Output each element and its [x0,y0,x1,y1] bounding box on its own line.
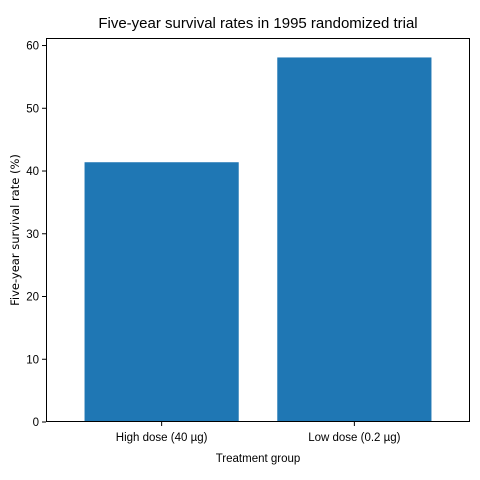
y-tick-label-0: 0 [33,417,39,429]
bars-group [84,57,432,422]
x-tick-label-0: High dose (40 µg) [116,432,208,444]
y-tick-label-4: 40 [26,166,39,178]
y-tick-label-5: 50 [26,103,39,115]
x-axis-label: Treatment group [216,453,301,465]
y-tick-label-1: 10 [26,354,39,366]
bar-1 [277,57,432,422]
x-axis: High dose (40 µg) Low dose (0.2 µg) [116,422,401,444]
plot-frame [46,38,470,422]
y-axis-label: Five-year survival rate (%) [8,154,22,306]
y-tick-label-6: 60 [26,41,39,53]
y-axis: 0 10 20 30 40 50 60 [26,41,46,429]
y-tick-label-2: 20 [26,292,39,304]
chart-title: Five-year survival rates in 1995 randomi… [98,15,417,32]
bar-0 [84,162,239,422]
y-tick-label-3: 30 [26,229,39,241]
x-tick-label-1: Low dose (0.2 µg) [308,432,400,444]
